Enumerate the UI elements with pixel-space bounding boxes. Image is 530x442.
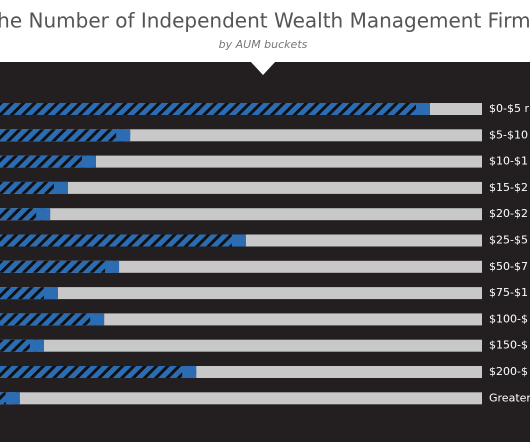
category-label: $50-$7 — [489, 260, 528, 273]
bar-end — [90, 313, 105, 326]
bar — [0, 234, 246, 247]
category-label: $10-$1 — [489, 155, 528, 168]
bar-track — [0, 287, 482, 300]
bar-track — [0, 392, 482, 405]
bar-end — [182, 366, 197, 378]
category-label: Greater — [489, 391, 530, 404]
bar-end — [36, 208, 51, 221]
category-label: $25-$5 — [489, 234, 528, 247]
chart-bg — [0, 62, 530, 442]
bar-end — [29, 339, 44, 352]
bar-end — [116, 129, 131, 142]
bar — [0, 181, 68, 194]
bar — [0, 260, 120, 273]
bar-end — [43, 287, 58, 300]
bar — [0, 129, 131, 142]
bar — [0, 155, 96, 168]
chart-subtitle: by AUM buckets — [219, 38, 308, 51]
bar-end — [53, 181, 68, 194]
category-label: $75-$1 — [489, 286, 528, 299]
category-label: $15-$2 — [489, 181, 528, 194]
bar-end — [105, 260, 120, 273]
bar-end — [231, 234, 246, 247]
bar — [0, 313, 105, 326]
bar-end — [415, 103, 430, 115]
bar-end — [81, 155, 96, 168]
category-label: $5-$10 — [489, 128, 528, 141]
bar — [0, 103, 430, 115]
bar — [0, 366, 197, 378]
bar-track — [0, 208, 482, 221]
chart-title: The Number of Independent Wealth Managem… — [0, 9, 530, 33]
category-label: $150-$ — [489, 339, 528, 352]
bar-track — [0, 313, 482, 326]
bar — [0, 287, 58, 300]
bar-track — [0, 181, 482, 194]
category-label: $20-$2 — [489, 207, 528, 220]
header-bg — [0, 0, 530, 62]
bar-track — [0, 155, 482, 168]
bar-end — [5, 392, 20, 405]
category-label: $200-$ — [489, 365, 528, 378]
category-label: $100-$ — [489, 312, 528, 325]
category-label: $0-$5 r — [489, 102, 529, 115]
pointer — [250, 61, 276, 75]
bar-track — [0, 339, 482, 352]
bar-track — [0, 260, 482, 273]
